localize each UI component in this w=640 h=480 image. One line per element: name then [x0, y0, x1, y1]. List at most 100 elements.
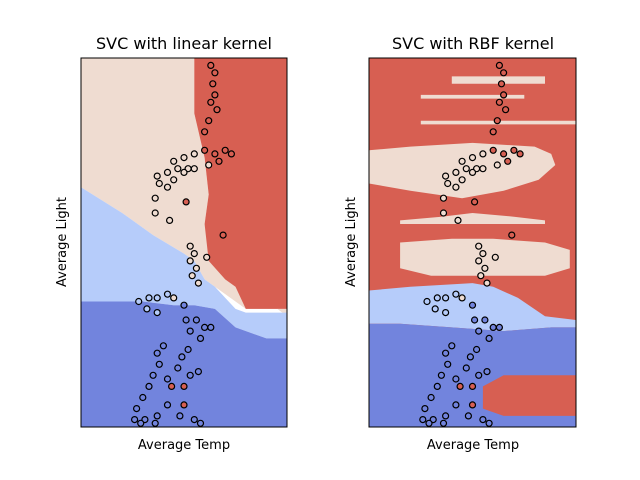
- data-point: [510, 146, 518, 154]
- data-point: [497, 80, 506, 88]
- data-point: [201, 128, 209, 136]
- data-point: [479, 250, 487, 258]
- decision-region-c0: [81, 301, 287, 427]
- data-point: [468, 401, 477, 409]
- data-point: [452, 290, 460, 298]
- data-point: [151, 419, 159, 427]
- data-point: [178, 353, 186, 361]
- data-point: [182, 316, 190, 324]
- data-point: [151, 194, 159, 202]
- data-point: [454, 216, 462, 224]
- data-point: [180, 301, 188, 309]
- data-point: [186, 371, 194, 379]
- data-point: [184, 345, 192, 354]
- x-axis-label: Average Temp: [138, 438, 230, 453]
- data-point: [159, 342, 167, 350]
- panel-linear-kernel: SVC with linear kernel Average Temp Aver…: [55, 34, 288, 453]
- data-point: [468, 382, 477, 390]
- data-point: [155, 360, 163, 368]
- data-point: [180, 154, 188, 162]
- data-point: [145, 294, 153, 302]
- data-point: [131, 416, 139, 424]
- data-point: [475, 257, 483, 265]
- data-point: [137, 419, 145, 427]
- data-point: [166, 216, 174, 224]
- data-point: [495, 61, 503, 70]
- data-point: [196, 334, 205, 342]
- data-point: [151, 209, 159, 217]
- data-point: [495, 323, 503, 331]
- data-point: [485, 419, 493, 427]
- decision-region-c2: [81, 58, 287, 317]
- data-point: [452, 183, 460, 191]
- data-point: [471, 316, 479, 324]
- data-point: [452, 401, 460, 409]
- data-point: [483, 368, 491, 376]
- data-point: [427, 393, 435, 402]
- data-point: [180, 382, 188, 390]
- data-point: [462, 165, 470, 173]
- data-point: [485, 334, 493, 342]
- data-point: [431, 305, 439, 313]
- data-point: [444, 179, 452, 188]
- data-point: [207, 61, 215, 70]
- data-point: [227, 150, 235, 158]
- data-point: [213, 106, 221, 114]
- data-point: [442, 294, 450, 302]
- data-point: [493, 161, 501, 169]
- data-point: [471, 198, 479, 206]
- data-point: [442, 309, 450, 317]
- data-point: [163, 168, 172, 176]
- data-point: [205, 161, 213, 169]
- data-point: [203, 253, 211, 261]
- data-point: [475, 327, 483, 335]
- data-point: [481, 264, 489, 272]
- data-point: [143, 305, 151, 313]
- data-point: [186, 242, 194, 250]
- data-point: [473, 345, 481, 354]
- data-point: [504, 157, 512, 165]
- data-point: [174, 165, 182, 173]
- decision-regions: [369, 58, 576, 427]
- data-point: [153, 294, 161, 302]
- axes-frame: [80, 57, 288, 428]
- data-point: [207, 98, 215, 106]
- data-point: [439, 419, 448, 427]
- x-axis-label: Average Temp: [427, 438, 519, 453]
- data-point: [475, 242, 483, 250]
- data-point: [481, 316, 489, 324]
- data-point: [491, 253, 499, 261]
- data-point: [190, 165, 198, 173]
- data-point: [180, 168, 188, 176]
- data-point: [170, 157, 178, 165]
- data-point: [423, 297, 431, 306]
- data-point: [462, 364, 470, 372]
- data-point: [516, 150, 524, 158]
- data-point: [186, 257, 194, 265]
- data-point: [439, 209, 448, 217]
- axes-frame: [368, 57, 577, 428]
- data-point: [133, 405, 141, 413]
- data-point: [493, 117, 501, 125]
- data-point: [442, 349, 450, 357]
- data-point: [145, 382, 153, 390]
- data-point: [489, 128, 497, 136]
- data-point: [221, 146, 229, 154]
- y-axis-label: Average Light: [55, 197, 70, 287]
- data-point: [201, 146, 209, 154]
- decision-region-c0: [369, 323, 576, 427]
- data-point: [425, 419, 433, 427]
- data-point: [468, 154, 477, 162]
- data-point: [201, 323, 209, 331]
- data-point: [163, 290, 172, 298]
- decision-region-c1: [81, 187, 287, 339]
- data-point: [439, 194, 448, 202]
- data-point: [190, 250, 198, 258]
- data-point: [149, 371, 157, 379]
- decision-region-c2: [400, 238, 570, 276]
- decision-region-c2: [369, 142, 556, 199]
- data-point: [502, 106, 510, 114]
- data-point: [458, 176, 466, 184]
- data-point: [194, 279, 202, 287]
